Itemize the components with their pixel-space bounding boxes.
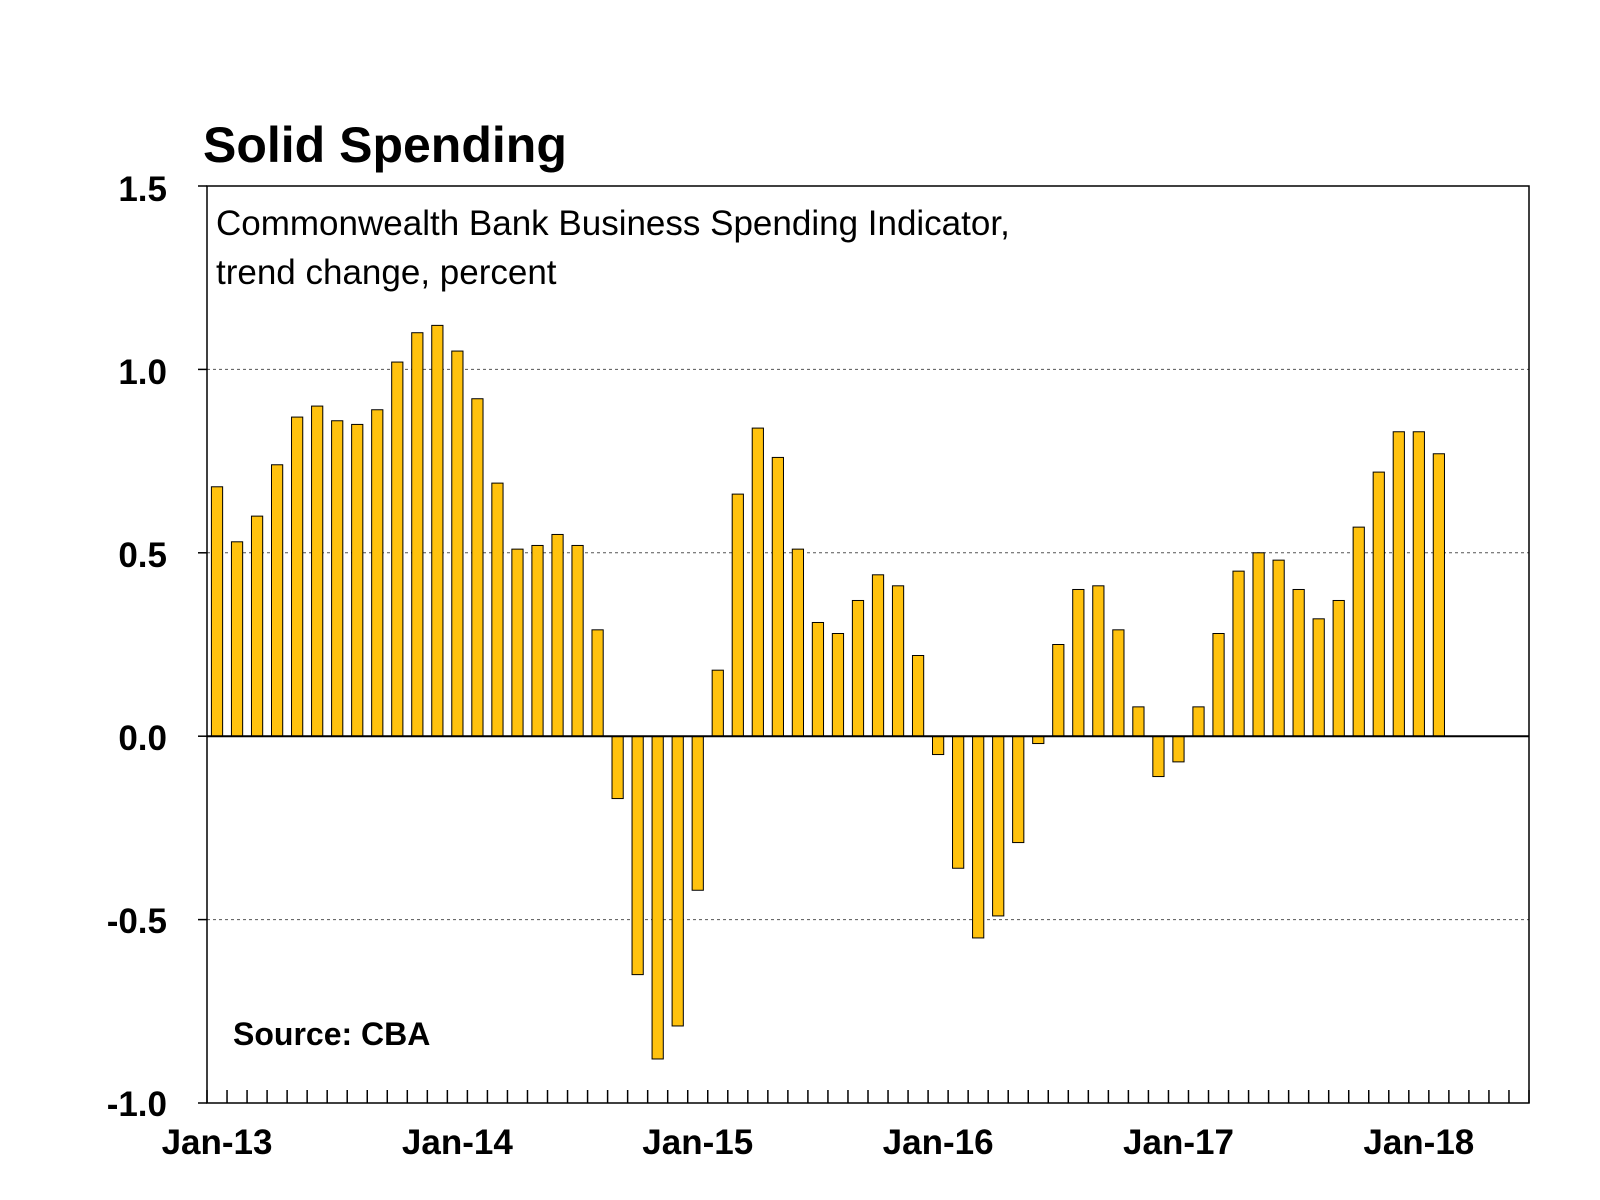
x-tick-label: Jan-13	[162, 1123, 273, 1162]
source-note: Source: CBA	[233, 1016, 430, 1052]
bar	[871, 574, 885, 737]
bar	[1272, 559, 1285, 737]
bar	[591, 629, 604, 737]
bar	[371, 409, 384, 737]
bar	[391, 361, 404, 737]
bar	[1152, 735, 1165, 778]
bar	[511, 548, 524, 737]
bar	[1312, 618, 1325, 737]
bar	[271, 464, 284, 737]
bar	[891, 585, 905, 737]
gridlines	[207, 368, 1529, 921]
bar	[331, 420, 344, 737]
bar	[291, 416, 304, 737]
bar	[711, 669, 724, 737]
bar	[1372, 471, 1385, 737]
bar	[210, 486, 224, 737]
bar	[471, 398, 484, 737]
bar	[1432, 453, 1445, 737]
bar	[651, 735, 664, 1060]
bar	[1212, 633, 1225, 737]
bar	[611, 735, 624, 800]
bar	[791, 548, 805, 737]
bar	[250, 515, 264, 737]
bar	[1052, 644, 1065, 737]
bar	[531, 544, 544, 737]
bar	[1172, 735, 1185, 763]
bar	[1352, 526, 1365, 737]
bar	[831, 633, 845, 737]
chart-subtitle-line-2: trend change, percent	[216, 253, 557, 292]
x-tick-label: Jan-14	[402, 1123, 513, 1162]
bar	[1112, 629, 1125, 737]
bar	[551, 533, 564, 737]
bar	[972, 735, 985, 939]
bar	[1092, 585, 1105, 737]
bar	[230, 541, 244, 737]
bar	[351, 423, 364, 737]
bar	[431, 324, 444, 737]
bar	[671, 735, 684, 1027]
bar	[411, 332, 424, 737]
chart-subtitle-line-1: Commonwealth Bank Business Spending Indi…	[216, 204, 1010, 243]
bar	[1252, 552, 1265, 737]
bar	[952, 735, 965, 869]
bar	[631, 735, 644, 976]
bar	[1072, 588, 1085, 737]
x-axis-labels: Jan-13 Jan-14 Jan-15 Jan-16 Jan-17 Jan-1…	[162, 1123, 1475, 1162]
bar	[1032, 735, 1045, 745]
y-tick-label: -0.5	[107, 902, 167, 941]
bar	[992, 735, 1005, 917]
y-tick-label: 1.5	[118, 170, 167, 209]
x-tick-label: Jan-18	[1363, 1123, 1474, 1162]
y-tick-label: 0.0	[118, 719, 167, 758]
plot-area	[206, 185, 1530, 1104]
bar	[851, 599, 865, 737]
bar	[771, 456, 784, 737]
bar	[691, 735, 704, 891]
bar	[1232, 570, 1245, 737]
bar	[1012, 735, 1025, 844]
bar	[932, 735, 945, 756]
x-tick-label: Jan-16	[883, 1123, 994, 1162]
bar	[1292, 588, 1305, 737]
bar	[571, 544, 584, 737]
bars	[210, 324, 1445, 1060]
bar	[811, 621, 825, 737]
bar	[1192, 706, 1205, 737]
bar	[731, 493, 744, 737]
y-tick-label: -1.0	[107, 1085, 167, 1124]
bar	[1332, 599, 1345, 737]
bar	[491, 482, 504, 737]
y-tick-label: 0.5	[118, 536, 167, 575]
bar	[1412, 431, 1425, 737]
bar	[1392, 431, 1405, 737]
y-axis-labels: 1.5 1.0 0.5 0.0 -0.5 -1.0	[107, 170, 167, 1124]
bar	[1132, 706, 1145, 737]
chart-title: Solid Spending	[203, 117, 567, 173]
bar	[751, 427, 764, 737]
x-tick-label: Jan-17	[1123, 1123, 1234, 1162]
bar	[451, 350, 464, 737]
bar	[911, 655, 925, 737]
bar	[311, 405, 324, 737]
x-tick-label: Jan-15	[642, 1123, 753, 1162]
y-tick-label: 1.0	[118, 353, 167, 392]
